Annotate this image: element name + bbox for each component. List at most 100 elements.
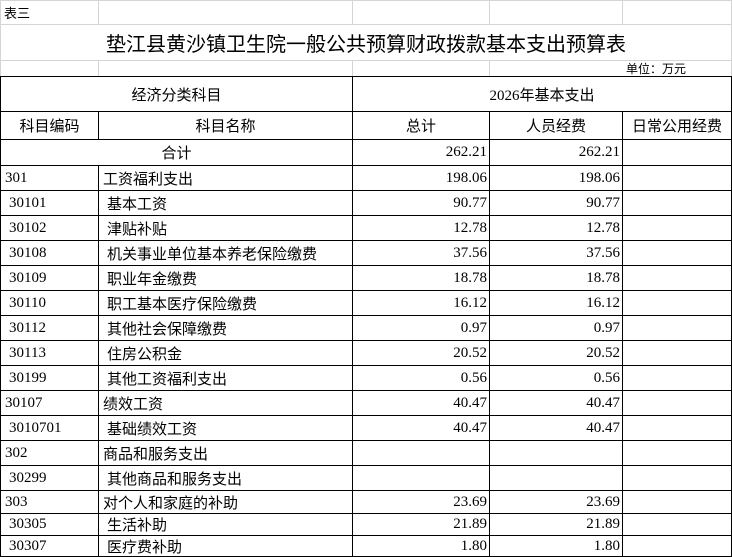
personnel-value: 18.78 xyxy=(489,265,623,291)
total-value: 0.97 xyxy=(352,315,490,341)
total-value: 16.12 xyxy=(352,290,490,316)
cell xyxy=(622,440,732,466)
personnel-value: 198.06 xyxy=(489,165,623,191)
code: 30113 xyxy=(0,340,99,366)
item-name: 职工基本医疗保险缴费 xyxy=(98,290,353,316)
personnel-value: 23.69 xyxy=(489,490,623,514)
column-header: 日常公用经费 xyxy=(622,111,732,140)
total-label: 合计 xyxy=(0,139,353,166)
group-header: 经济分类科目 xyxy=(0,76,353,112)
total-value: 1.80 xyxy=(352,535,490,557)
code: 3010701 xyxy=(0,415,99,441)
item-name: 医疗费补助 xyxy=(98,535,353,557)
cell xyxy=(98,0,353,25)
column-header: 科目编码 xyxy=(0,111,99,140)
cell xyxy=(622,240,732,266)
cell xyxy=(622,165,732,191)
personnel-value: 40.47 xyxy=(489,415,623,441)
total-value: 12.78 xyxy=(352,215,490,241)
personnel-value: 37.56 xyxy=(489,240,623,266)
item-name: 绩效工资 xyxy=(98,390,353,416)
item-name: 住房公积金 xyxy=(98,340,353,366)
group-header: 2026年基本支出 xyxy=(352,76,732,112)
personnel-value: 16.12 xyxy=(489,290,623,316)
personnel-value: 90.77 xyxy=(489,190,623,216)
item-name: 职业年金缴费 xyxy=(98,265,353,291)
total-value: 40.47 xyxy=(352,415,490,441)
total-value: 262.21 xyxy=(352,139,490,166)
item-name: 工资福利支出 xyxy=(98,165,353,191)
cell xyxy=(622,365,732,391)
total-value xyxy=(352,440,490,466)
column-header: 人员经费 xyxy=(489,111,623,140)
cell xyxy=(622,215,732,241)
cell xyxy=(489,0,623,25)
code: 30102 xyxy=(0,215,99,241)
cell xyxy=(352,60,490,77)
total-value xyxy=(352,465,490,491)
cell xyxy=(622,390,732,416)
cell xyxy=(622,139,732,166)
total-value: 0.56 xyxy=(352,365,490,391)
column-header: 总计 xyxy=(352,111,490,140)
item-name: 其他社会保障缴费 xyxy=(98,315,353,341)
cell xyxy=(622,513,732,536)
cell xyxy=(622,465,732,491)
total-value: 20.52 xyxy=(352,340,490,366)
cell xyxy=(98,60,353,77)
item-name: 对个人和家庭的补助 xyxy=(98,490,353,514)
cell xyxy=(622,315,732,341)
item-name: 商品和服务支出 xyxy=(98,440,353,466)
personnel-value: 0.56 xyxy=(489,365,623,391)
code: 303 xyxy=(0,490,99,514)
total-value: 23.69 xyxy=(352,490,490,514)
item-name: 其他工资福利支出 xyxy=(98,365,353,391)
code: 30307 xyxy=(0,535,99,557)
personnel-value xyxy=(489,440,623,466)
unit: 单位：万元 xyxy=(489,60,732,77)
code: 302 xyxy=(0,440,99,466)
cell xyxy=(622,265,732,291)
code: 30107 xyxy=(0,390,99,416)
personnel-value xyxy=(489,465,623,491)
item-name: 生活补助 xyxy=(98,513,353,536)
item-name: 机关事业单位基本养老保险缴费 xyxy=(98,240,353,266)
code: 30108 xyxy=(0,240,99,266)
item-name: 津贴补贴 xyxy=(98,215,353,241)
cell xyxy=(622,0,732,25)
cell xyxy=(622,290,732,316)
total-value: 262.21 xyxy=(489,139,623,166)
total-value: 21.89 xyxy=(352,513,490,536)
personnel-value: 21.89 xyxy=(489,513,623,536)
sheet-label: 表三 xyxy=(0,0,99,25)
item-name: 基础绩效工资 xyxy=(98,415,353,441)
column-header: 科目名称 xyxy=(98,111,353,140)
cell xyxy=(622,340,732,366)
code: 30305 xyxy=(0,513,99,536)
code: 30199 xyxy=(0,365,99,391)
code: 30101 xyxy=(0,190,99,216)
item-name: 基本工资 xyxy=(98,190,353,216)
personnel-value: 20.52 xyxy=(489,340,623,366)
title: 垫江县黄沙镇卫生院一般公共预算财政拨款基本支出预算表 xyxy=(0,24,732,61)
personnel-value: 12.78 xyxy=(489,215,623,241)
code: 30299 xyxy=(0,465,99,491)
cell xyxy=(0,60,99,77)
item-name: 其他商品和服务支出 xyxy=(98,465,353,491)
personnel-value: 40.47 xyxy=(489,390,623,416)
total-value: 90.77 xyxy=(352,190,490,216)
cell xyxy=(622,535,732,557)
cell xyxy=(622,190,732,216)
code: 30112 xyxy=(0,315,99,341)
cell xyxy=(352,0,490,25)
personnel-value: 0.97 xyxy=(489,315,623,341)
total-value: 37.56 xyxy=(352,240,490,266)
total-value: 198.06 xyxy=(352,165,490,191)
code: 30109 xyxy=(0,265,99,291)
total-value: 40.47 xyxy=(352,390,490,416)
cell xyxy=(622,415,732,441)
personnel-value: 1.80 xyxy=(489,535,623,557)
code: 301 xyxy=(0,165,99,191)
cell xyxy=(622,490,732,514)
